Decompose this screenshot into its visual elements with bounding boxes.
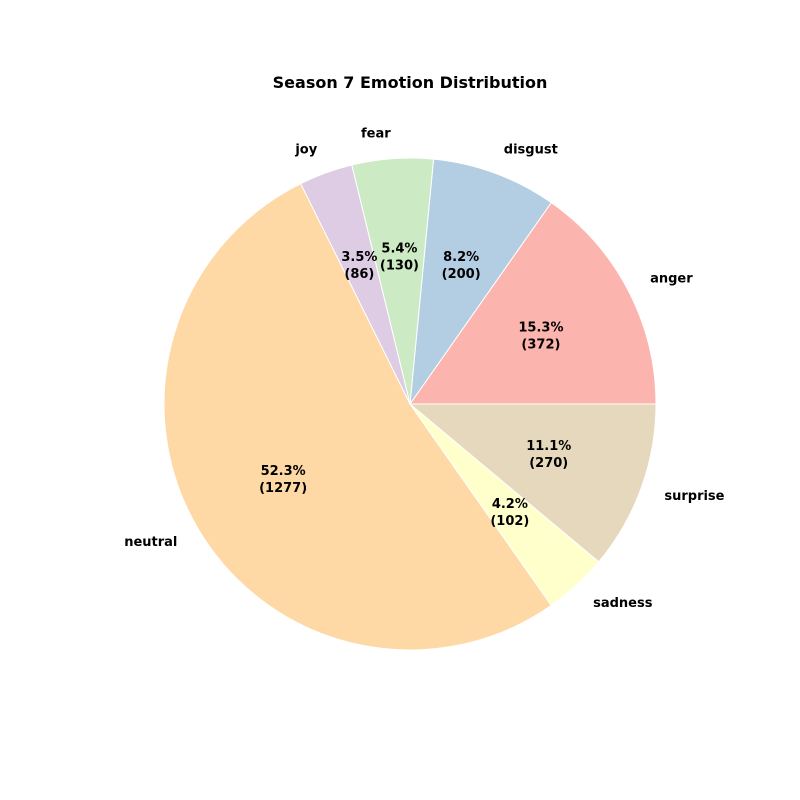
slice-percent-joy: 3.5% [341,250,377,265]
chart-title: Season 7 Emotion Distribution [273,73,548,92]
slice-count-anger: (372) [521,337,560,352]
pie-slice-disgust [409,158,552,406]
slice-label-sadness: sadness [593,596,653,611]
slice-count-neutral: (1277) [259,481,307,496]
pie-slice-neutral [163,182,552,651]
slice-percent-anger: 15.3% [518,320,563,335]
slice-count-fear: (130) [380,258,419,273]
slice-label-fear: fear [361,127,391,142]
slice-count-sadness: (102) [490,514,529,529]
pie-slices [163,157,657,651]
pie-slice-anger [409,201,657,405]
pie-slice-surprise [408,403,657,563]
slice-label-joy: joy [294,142,317,157]
slice-label-anger: anger [650,272,693,287]
slice-count-surprise: (270) [529,456,568,471]
slice-count-disgust: (200) [442,267,481,282]
slice-percent-neutral: 52.3% [261,464,306,479]
slice-percent-fear: 5.4% [381,241,417,256]
slice-count-joy: (86) [344,267,374,282]
slice-label-surprise: surprise [664,489,724,504]
pie-labels: anger 15.3% (372) disgust 8.2% (200) fear 5.4% (… [124,127,724,611]
slice-percent-surprise: 11.1% [526,439,571,454]
slice-label-disgust: disgust [504,143,558,158]
slice-percent-disgust: 8.2% [443,250,479,265]
slice-label-neutral: neutral [124,535,177,550]
slice-percent-sadness: 4.2% [492,497,528,512]
